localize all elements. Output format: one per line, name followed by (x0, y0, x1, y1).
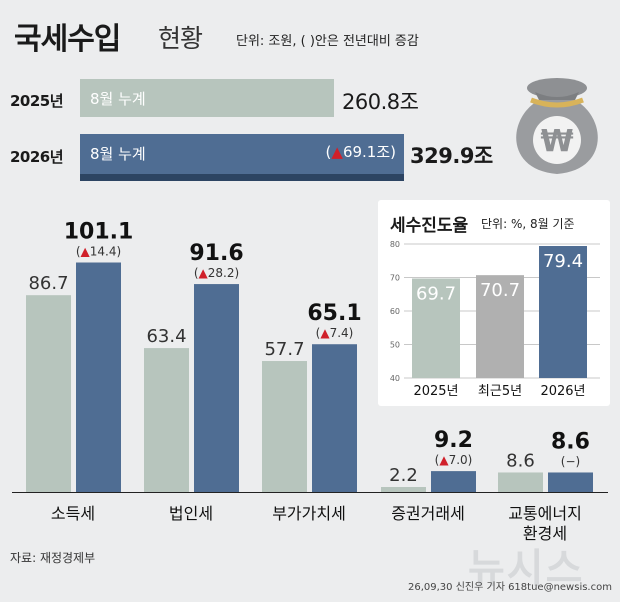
progress-value: 69.7 (416, 284, 456, 305)
bar-prev (26, 295, 71, 492)
progress-rate-panel: 세수진도율 단위: %, 8월 기준 40 50 60 70 80 69.7 2025년 70… (378, 200, 610, 406)
bar-curr (312, 344, 357, 492)
progress-bar (412, 278, 460, 378)
category-label: 법인세 (169, 504, 213, 523)
cumulative-value-2026: 329.9조 (410, 144, 493, 168)
bar-prev (262, 361, 307, 492)
change-label: (−) (561, 454, 580, 468)
source-note: 자료: 재정경제부 (10, 551, 96, 565)
watermark-logo: 뉴시스 (468, 546, 585, 592)
change-label: (▲14.4) (76, 245, 121, 259)
value-prev: 8.6 (506, 450, 535, 471)
up-arrow-icon: ▲ (331, 143, 343, 161)
progress-category: 최근5년 (478, 384, 522, 399)
page-subtitle: 현황 (158, 24, 203, 53)
value-curr: 9.2 (434, 428, 473, 453)
category-label: 환경세 (523, 524, 567, 543)
money-bag-icon: ₩ (516, 78, 598, 174)
value-curr: 91.6 (189, 241, 243, 266)
category-label: 교통에너지 (508, 504, 582, 523)
y-tick-label: 80 (390, 240, 400, 249)
category-label: 소득세 (51, 504, 95, 523)
page-title: 국세수입 (14, 22, 121, 57)
category-label: 증권거래세 (391, 504, 465, 523)
progress-value: 70.7 (480, 280, 520, 301)
up-arrow-icon: ▲ (439, 453, 449, 467)
up-arrow-icon: ▲ (320, 326, 330, 340)
value-curr: 101.1 (64, 220, 134, 245)
cumulative-bar-label: 8월 누계 (90, 145, 146, 163)
tax-revenue-chart: 86.7 101.1(▲14.4) 소득세 63.4 91.6(▲28.2) 법인세 57.… (12, 220, 608, 543)
cumulative-change: (▲69.1조) (325, 143, 396, 161)
bar-prev (381, 487, 426, 492)
credit-note: 26,09,30 신진우 기자 618tue@newsis.com (408, 582, 612, 593)
bar-curr (548, 472, 593, 492)
progress-rate-title: 세수진도율 (390, 216, 469, 236)
year-label-2026: 2026년 (10, 148, 64, 166)
progress-category: 2026년 (540, 384, 585, 399)
y-tick-label: 60 (390, 307, 400, 316)
value-prev: 86.7 (28, 273, 68, 294)
progress-value: 79.4 (543, 251, 583, 272)
value-prev: 57.7 (264, 339, 304, 360)
progress-rate-chart: 40 50 60 70 80 69.7 2025년 70.7 최근5년 79.4 2026년 (390, 240, 600, 399)
change-label: (▲28.2) (194, 266, 239, 280)
progress-category: 2025년 (413, 384, 458, 399)
up-arrow-icon: ▲ (81, 245, 91, 259)
cumulative-bar-2026: 8월 누계 (▲69.1조) (80, 134, 404, 181)
bar-prev (144, 348, 189, 492)
bar-curr (431, 471, 476, 492)
value-curr: 8.6 (551, 429, 590, 454)
category-label: 부가가치세 (272, 504, 346, 523)
cumulative-bar-2025: 8월 누계 (80, 79, 334, 117)
change-label: (▲7.0) (435, 453, 473, 467)
up-arrow-icon: ▲ (199, 266, 209, 280)
year-label-2025: 2025년 (10, 92, 64, 110)
value-prev: 63.4 (146, 326, 186, 347)
won-sign-icon: ₩ (540, 124, 573, 159)
bar-curr (76, 262, 121, 492)
unit-note: 단위: 조원, ( )안은 전년대비 증감 (236, 34, 419, 49)
bar-curr (194, 284, 239, 492)
y-tick-label: 40 (390, 374, 400, 383)
cumulative-change-value: 69.1조 (342, 143, 391, 161)
cumulative-value-2025: 260.8조 (342, 90, 419, 114)
y-tick-label: 50 (390, 341, 400, 350)
change-label: (▲7.4) (316, 326, 354, 340)
progress-rate-unit: 단위: %, 8월 기준 (481, 217, 575, 231)
y-tick-label: 70 (390, 274, 400, 283)
progress-bar (539, 246, 587, 378)
progress-bar (476, 275, 524, 378)
cumulative-bar-label: 8월 누계 (90, 90, 146, 108)
bar-prev (498, 472, 543, 492)
value-curr: 65.1 (307, 301, 361, 326)
value-prev: 2.2 (389, 465, 418, 486)
